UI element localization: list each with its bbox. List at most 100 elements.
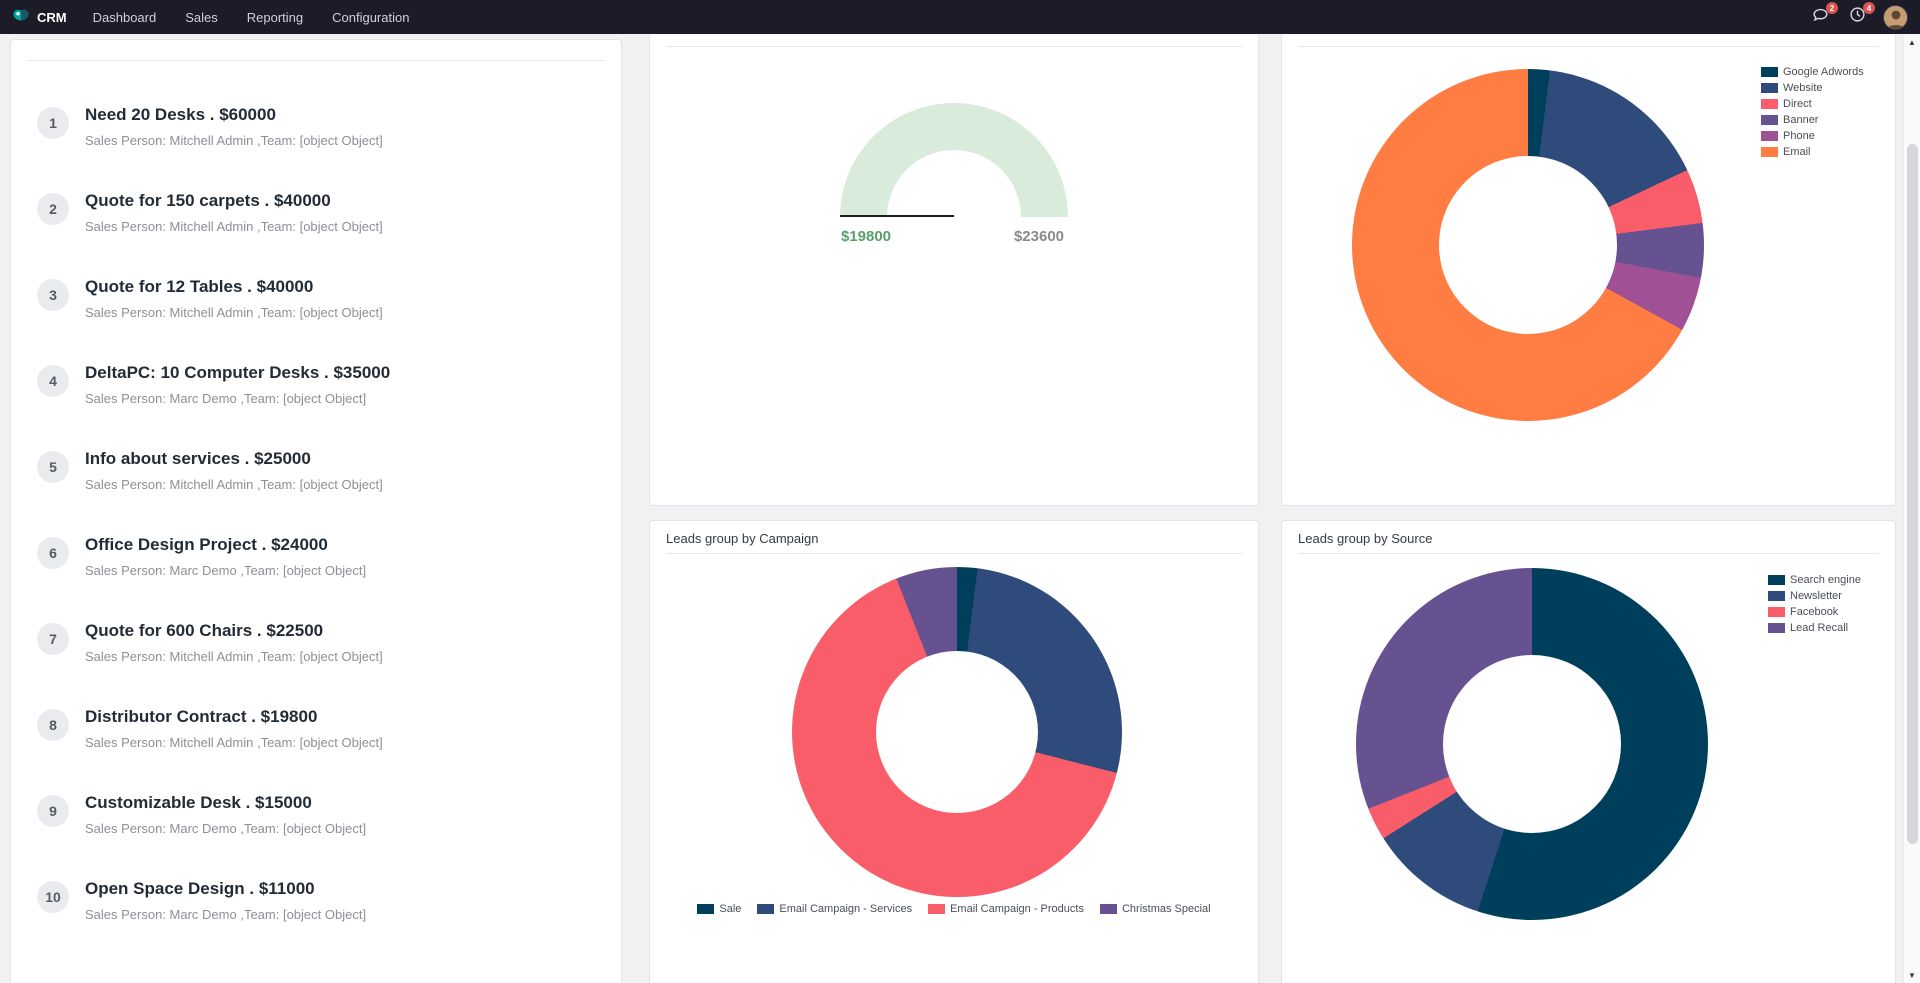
menu-sales[interactable]: Sales xyxy=(185,9,218,25)
legend-swatch-icon xyxy=(1768,575,1785,585)
menu-dashboard[interactable]: Dashboard xyxy=(92,9,157,25)
gauge-needle xyxy=(840,215,954,217)
opportunity-row[interactable]: 5 Info about services . $25000 Sales Per… xyxy=(37,448,601,492)
legend-swatch-icon xyxy=(757,904,775,914)
legend-swatch-icon xyxy=(697,904,715,914)
opportunity-rank: 7 xyxy=(37,623,69,655)
legend-swatch-icon xyxy=(928,904,946,914)
opportunity-row[interactable]: 1 Need 20 Desks . $60000 Sales Person: M… xyxy=(37,104,601,148)
opportunity-rank: 10 xyxy=(37,881,69,913)
opportunity-meta: Sales Person: Mitchell Admin ,Team: [obj… xyxy=(85,477,383,492)
card-divider xyxy=(666,553,1242,554)
card-divider xyxy=(1298,46,1879,47)
opportunity-meta: Sales Person: Mitchell Admin ,Team: [obj… xyxy=(85,305,383,320)
opportunity-meta: Sales Person: Mitchell Admin ,Team: [obj… xyxy=(85,133,383,148)
legend-item[interactable]: Banner xyxy=(1761,114,1864,126)
menu-reporting[interactable]: Reporting xyxy=(246,9,304,25)
menu-configuration[interactable]: Configuration xyxy=(332,9,410,25)
messages-button[interactable]: 2 xyxy=(1809,2,1838,28)
card-title: Leads group by Campaign xyxy=(666,531,819,546)
legend-label: Facebook xyxy=(1790,606,1839,618)
source-chart-legend: Search engine Newsletter Facebook Lead Reca… xyxy=(1768,574,1861,634)
campaign-chart-legend: Sale Email Campaign - Services Email Campa… xyxy=(650,903,1258,915)
legend-item[interactable]: Email Campaign - Products xyxy=(928,903,1084,915)
medium-donut-chart[interactable] xyxy=(1352,69,1704,421)
opportunity-rank: 5 xyxy=(37,451,69,483)
app-name: CRM xyxy=(37,9,67,25)
legend-item[interactable]: Newsletter xyxy=(1768,590,1861,602)
donut-hole xyxy=(1439,156,1617,334)
legend-item[interactable]: Facebook xyxy=(1768,606,1861,618)
legend-label: Email xyxy=(1783,146,1811,158)
activities-button[interactable]: 4 xyxy=(1846,2,1875,28)
legend-label: Direct xyxy=(1783,98,1812,110)
legend-label: Google Adwords xyxy=(1783,66,1864,78)
legend-label: Phone xyxy=(1783,130,1815,142)
opportunity-meta: Sales Person: Mitchell Admin ,Team: [obj… xyxy=(85,219,383,234)
scroll-down-arrow-icon[interactable]: ▼ xyxy=(1908,970,1916,980)
legend-item[interactable]: Email Campaign - Services xyxy=(757,903,912,915)
main-menu: Dashboard Sales Reporting Configuration xyxy=(87,6,416,29)
legend-item[interactable]: Email xyxy=(1761,146,1864,158)
legend-item[interactable]: Christmas Special xyxy=(1099,903,1211,915)
donut-hole xyxy=(1443,655,1621,833)
legend-label: Lead Recall xyxy=(1790,622,1849,634)
opportunity-row[interactable]: 3 Quote for 12 Tables . $40000 Sales Per… xyxy=(37,276,601,320)
user-avatar[interactable] xyxy=(1883,4,1908,30)
opportunity-title: Quote for 150 carpets . $40000 xyxy=(85,191,331,210)
opportunities-list: 1 Need 20 Desks . $60000 Sales Person: M… xyxy=(11,104,621,922)
opportunity-rank: 1 xyxy=(37,107,69,139)
opportunity-row[interactable]: 2 Quote for 150 carpets . $40000 Sales P… xyxy=(37,190,601,234)
legend-item[interactable]: Google Adwords xyxy=(1761,66,1864,78)
messages-badge: 2 xyxy=(1826,2,1838,14)
leads-by-medium-card: Google Adwords Website Direct Banner Phone Em… xyxy=(1281,0,1896,506)
opportunity-row[interactable]: 6 Office Design Project . $24000 Sales P… xyxy=(37,534,601,578)
opportunity-row[interactable]: 10 Open Space Design . $11000 Sales Pers… xyxy=(37,878,601,922)
opportunity-rank: 4 xyxy=(37,365,69,397)
campaign-donut-chart[interactable] xyxy=(792,567,1122,897)
legend-label: Email Campaign - Products xyxy=(950,903,1084,915)
opportunity-rank: 2 xyxy=(37,193,69,225)
opportunity-meta: Sales Person: Marc Demo ,Team: [object O… xyxy=(85,907,367,922)
top-opportunities-card: 1 Need 20 Desks . $60000 Sales Person: M… xyxy=(10,39,622,983)
legend-label: Banner xyxy=(1783,114,1819,126)
gauge-max-label: $23600 xyxy=(1013,228,1065,245)
legend-item[interactable]: Sale xyxy=(697,903,741,915)
scroll-up-arrow-icon[interactable]: ▲ xyxy=(1908,37,1916,47)
opportunity-rank: 9 xyxy=(37,795,69,827)
legend-item[interactable]: Direct xyxy=(1761,98,1864,110)
clock-icon xyxy=(1849,6,1866,28)
opportunity-row[interactable]: 9 Customizable Desk . $15000 Sales Perso… xyxy=(37,792,601,836)
legend-label: Newsletter xyxy=(1790,590,1842,602)
legend-swatch-icon xyxy=(1768,591,1785,601)
vertical-scrollbar[interactable]: ▲ ▼ xyxy=(1903,34,1920,983)
scrollbar-thumb[interactable] xyxy=(1907,144,1918,844)
legend-item[interactable]: Search engine xyxy=(1768,574,1861,586)
legend-label: Search engine xyxy=(1790,574,1861,586)
card-divider xyxy=(27,60,605,61)
legend-item[interactable]: Phone xyxy=(1761,130,1864,142)
opportunity-row[interactable]: 7 Quote for 600 Chairs . $22500 Sales Pe… xyxy=(37,620,601,664)
opportunity-row[interactable]: 8 Distributor Contract . $19800 Sales Pe… xyxy=(37,706,601,750)
legend-swatch-icon xyxy=(1761,99,1778,109)
opportunity-meta: Sales Person: Mitchell Admin ,Team: [obj… xyxy=(85,735,383,750)
activities-badge: 4 xyxy=(1863,2,1875,14)
opportunity-meta: Sales Person: Mitchell Admin ,Team: [obj… xyxy=(85,649,383,664)
top-navbar: CRM Dashboard Sales Reporting Configurat… xyxy=(0,0,1920,34)
opportunity-rank: 6 xyxy=(37,537,69,569)
legend-label: Sale xyxy=(719,903,742,915)
app-brand[interactable]: CRM xyxy=(12,7,67,27)
legend-item[interactable]: Lead Recall xyxy=(1768,622,1861,634)
opportunity-rank: 3 xyxy=(37,279,69,311)
legend-item[interactable]: Website xyxy=(1761,82,1864,94)
opportunity-row[interactable]: 4 DeltaPC: 10 Computer Desks . $35000 Sa… xyxy=(37,362,601,406)
opportunity-meta: Sales Person: Marc Demo ,Team: [object O… xyxy=(85,391,367,406)
legend-swatch-icon xyxy=(1768,607,1785,617)
opportunity-rank: 8 xyxy=(37,709,69,741)
legend-label: Christmas Special xyxy=(1121,903,1211,915)
gauge-chart[interactable] xyxy=(840,103,1068,217)
source-donut-chart[interactable] xyxy=(1356,568,1708,920)
opportunity-title: Quote for 600 Chairs . $22500 xyxy=(85,621,324,640)
legend-label: Email Campaign - Services xyxy=(779,903,913,915)
legend-swatch-icon xyxy=(1761,131,1778,141)
